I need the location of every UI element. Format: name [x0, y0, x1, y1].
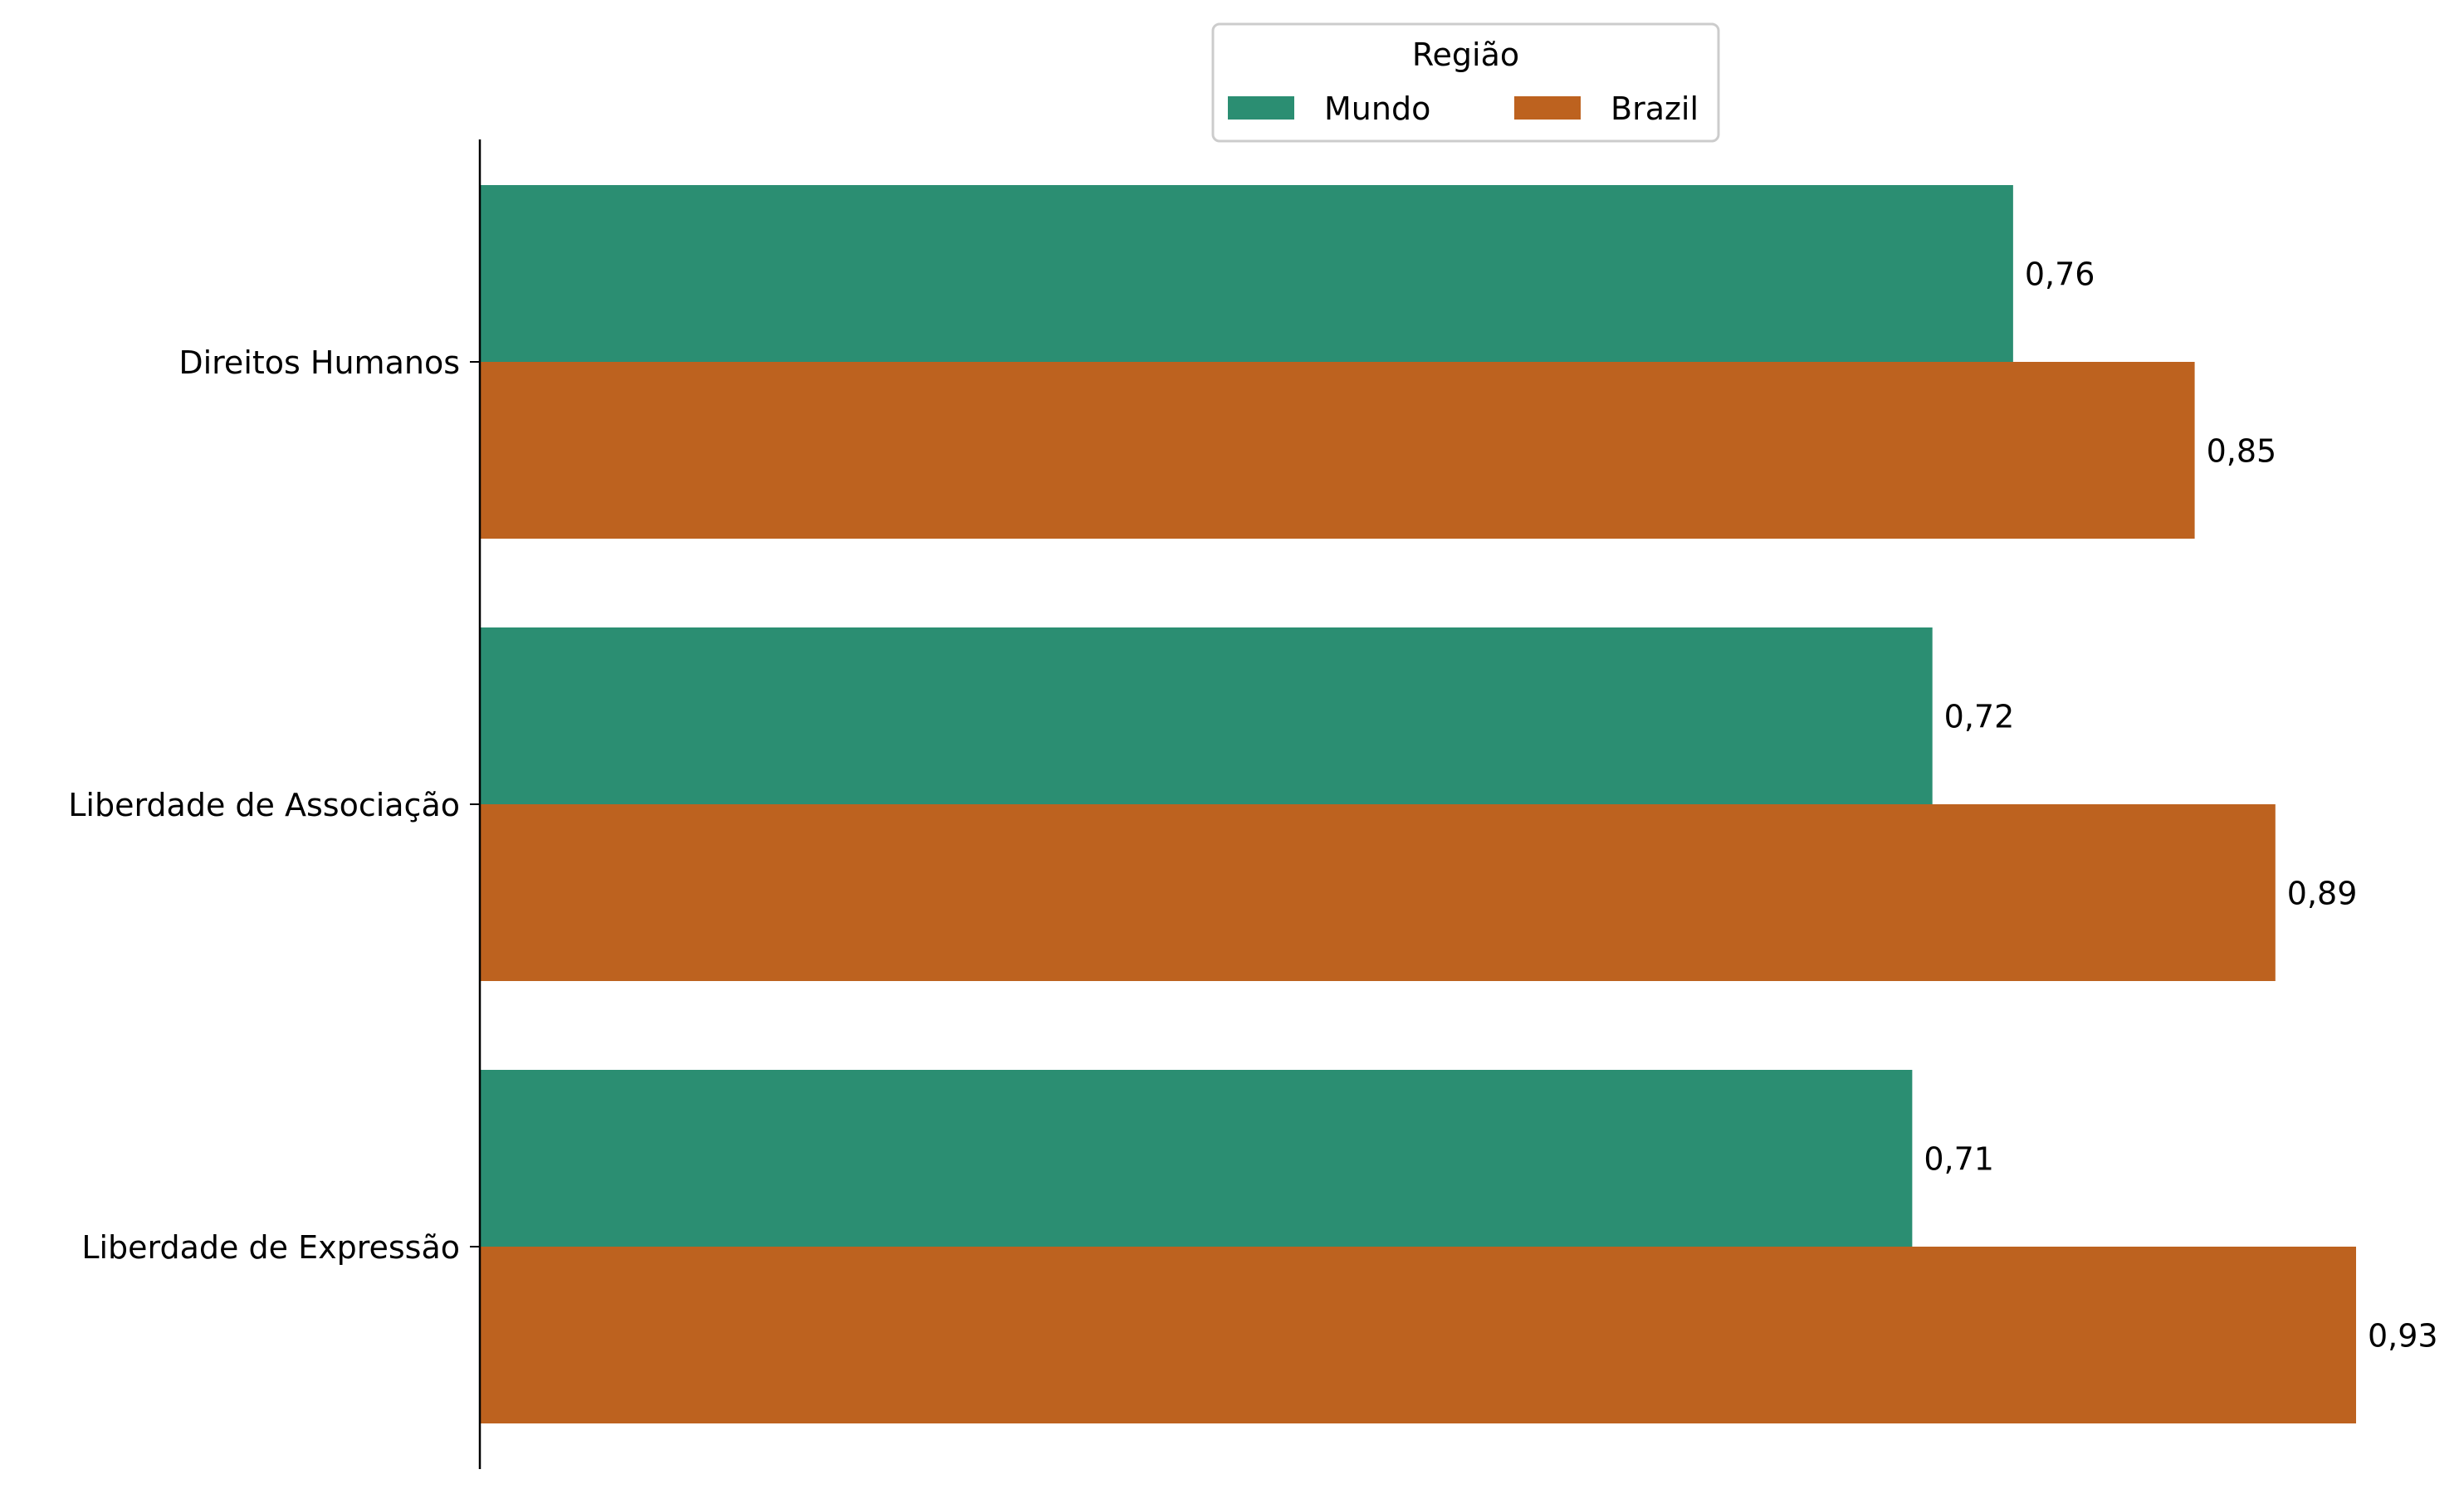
legend-swatch-mundo: [1228, 96, 1294, 120]
y-tick-label-liberdade-de-expressao: Liberdade de Expressão: [81, 1229, 460, 1266]
y-axis: Direitos Humanos Liberdade de Associação L…: [68, 139, 482, 1469]
legend-label-brazil: Brazil: [1611, 90, 1699, 127]
legend-frame: [1211, 22, 1720, 143]
data-label-brazil-liberdade-de-associacao: 0,89: [2287, 876, 2358, 912]
bar-brazil-liberdade-de-expressao: [480, 1247, 2356, 1423]
data-label-brazil-direitos-humanos: 0,85: [2207, 433, 2277, 470]
data-labels-layer: 0,76 0,85 0,72 0,89 0,71 0,93: [1924, 256, 2437, 1355]
bar-brazil-direitos-humanos: [480, 362, 2195, 539]
bar-mundo-liberdade-de-associacao: [480, 627, 1933, 804]
data-label-mundo-liberdade-de-expressao: 0,71: [1924, 1141, 1994, 1178]
data-label-brazil-liberdade-de-expressao: 0,93: [2368, 1318, 2438, 1355]
bars-layer: [480, 185, 2356, 1423]
legend-swatch-brazil: [1514, 96, 1581, 120]
y-tick-label-liberdade-de-associacao: Liberdade de Associação: [68, 787, 460, 823]
data-label-mundo-direitos-humanos: 0,76: [2025, 256, 2095, 293]
bar-mundo-liberdade-de-expressao: [480, 1070, 1913, 1247]
y-tick-label-direitos-humanos: Direitos Humanos: [178, 344, 460, 381]
legend-label-mundo: Mundo: [1324, 90, 1430, 127]
legend-title: Região: [1412, 37, 1519, 73]
bar-brazil-liberdade-de-associacao: [480, 804, 2276, 981]
bar-mundo-direitos-humanos: [480, 185, 2013, 362]
data-label-mundo-liberdade-de-associacao: 0,72: [1944, 699, 2015, 735]
legend: Região Mundo Brazil: [1211, 22, 1720, 143]
